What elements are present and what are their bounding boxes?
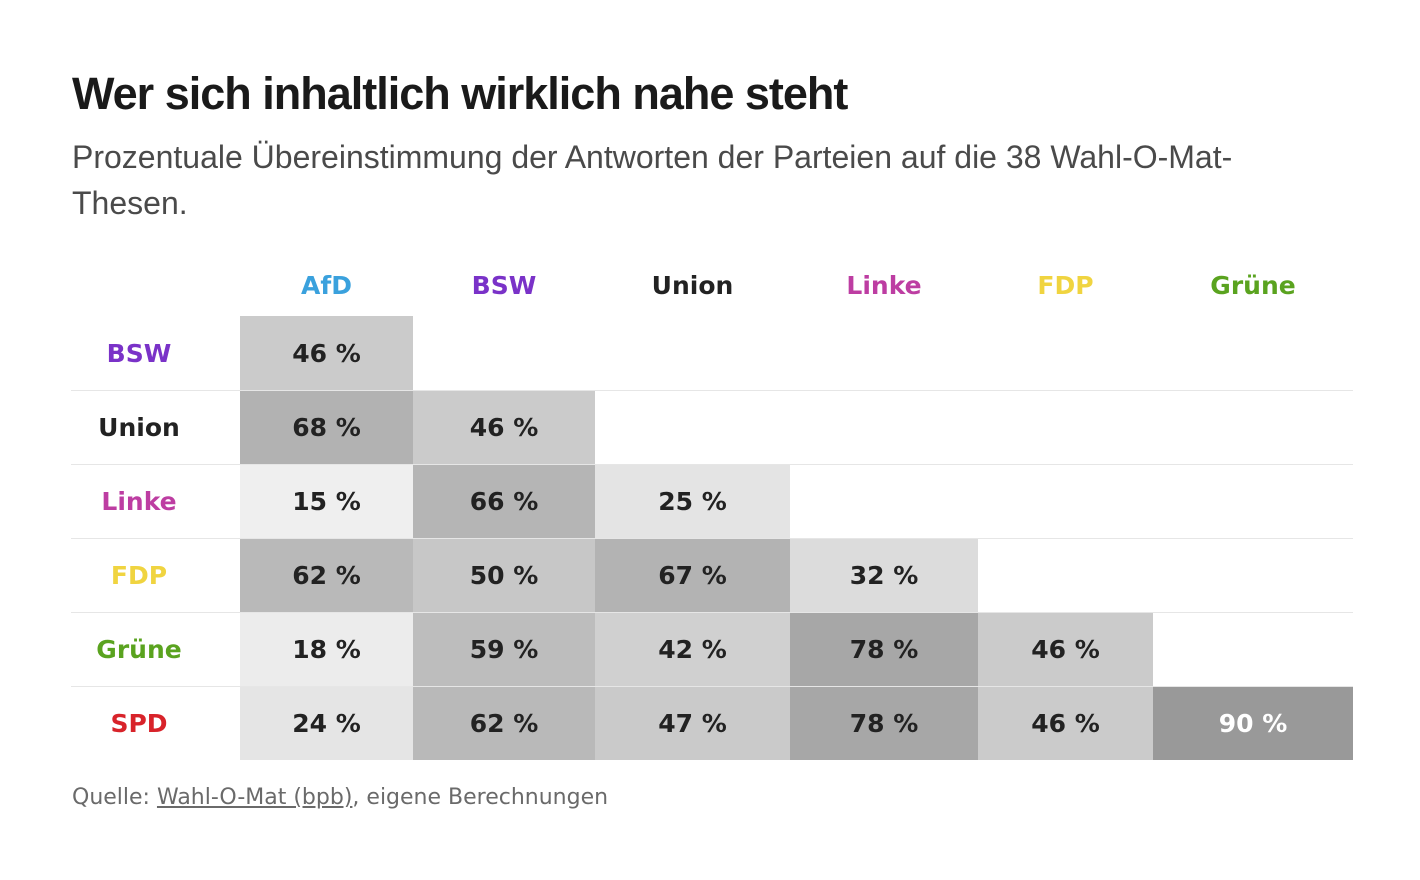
column-labels: AfD BSW Union Linke FDP Grüne [301,271,1296,300]
source-prefix: Quelle: [72,785,157,810]
row-labels: BSW Union Linke FDP Grüne SPD [96,339,181,738]
heatmap-cell [978,686,1153,760]
cell-value: 66 % [470,487,539,516]
cell-value: 62 % [470,709,539,738]
heatmap-cell [413,612,595,686]
cell-value-labels: 46 % 68 % 46 % 15 % 66 % 25 % 62 % 50 % 67 % 32 %… [292,339,1287,738]
cell-value: 46 % [1031,709,1100,738]
heatmap-cell [595,612,790,686]
cell-value: 32 % [850,561,919,590]
heatmap-cell [978,612,1153,686]
cell-value: 78 % [850,635,919,664]
cell-value: 42 % [658,635,727,664]
row-label: Grüne [96,635,181,664]
source-suffix: , eigene Berechnungen [352,785,609,810]
heatmap-cell [790,686,978,760]
col-label: AfD [301,271,352,300]
cell-value: 24 % [292,709,361,738]
heatmap-cell [595,464,790,538]
heatmap-cell [413,686,595,760]
heatmap-cell [413,390,595,464]
cell-value: 62 % [292,561,361,590]
chart-subtitle: Prozentuale Übereinstimmung der Antworte… [72,139,1233,221]
source-link[interactable]: Wahl-O-Mat (bpb) [156,785,353,810]
heatmap-cell [790,612,978,686]
heatmap-cell [240,464,413,538]
row-label: FDP [111,561,167,590]
heatmap-cell [240,390,413,464]
row-label: BSW [107,339,172,368]
heatmap-cell [790,538,978,612]
col-label: Union [652,271,734,300]
heatmap-cell [240,612,413,686]
heatmap-cell [413,464,595,538]
cell-value: 46 % [1031,635,1100,664]
row-label: SPD [110,709,167,738]
cell-value: 78 % [850,709,919,738]
heatmap-cell [240,316,413,390]
cell-value: 25 % [658,487,727,516]
cell-value: 50 % [470,561,539,590]
heatmap-cell [240,538,413,612]
row-gridlines [71,390,1353,687]
source-note: Quelle: Wahl-O-Mat (bpb), eigene Berechn… [72,785,608,810]
cell-value: 47 % [658,709,727,738]
heatmap-cell [240,686,413,760]
heatmap-cell [413,538,595,612]
cell-value: 46 % [470,413,539,442]
cell-value: 59 % [470,635,539,664]
col-label: FDP [1037,271,1093,300]
chart-title: Wer sich inhaltlich wirklich nahe steht [72,68,848,119]
col-label: Linke [846,271,921,300]
cell-value: 68 % [292,413,361,442]
cell-value: 15 % [292,487,361,516]
row-label: Union [98,413,180,442]
col-label: Grüne [1210,271,1295,300]
col-label: BSW [472,271,537,300]
heatmap-cell [1153,686,1353,760]
heatmap-cell [595,538,790,612]
cell-value: 46 % [292,339,361,368]
heatmap-cells [240,316,1353,760]
cell-value: 90 % [1219,709,1288,738]
cell-value: 18 % [292,635,361,664]
cell-value: 67 % [658,561,727,590]
row-label: Linke [101,487,176,516]
heatmap-cell [595,686,790,760]
